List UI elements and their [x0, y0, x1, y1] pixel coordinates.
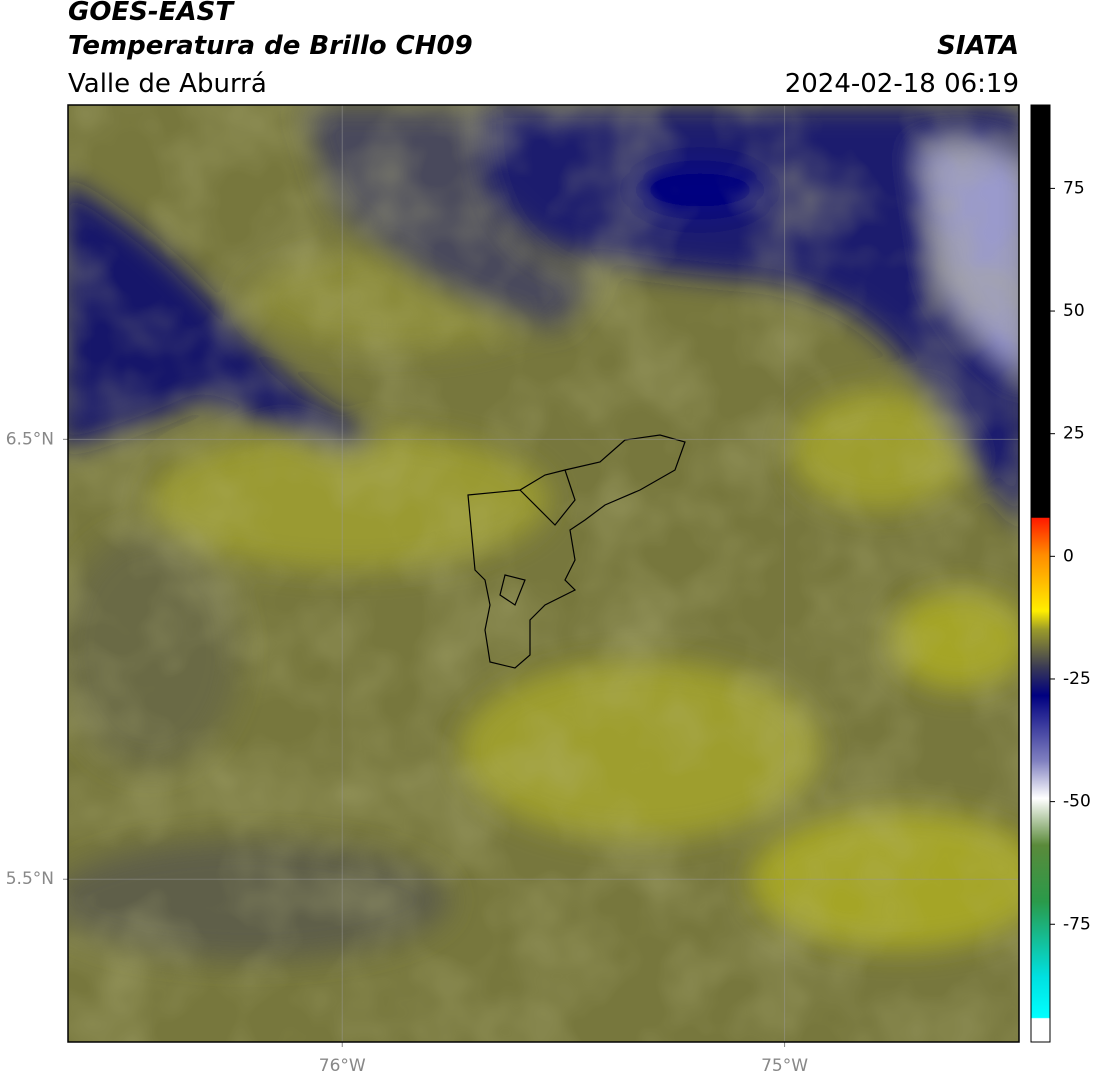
lat-label: 5.5°N: [6, 869, 54, 889]
lon-label: 75°W: [761, 1056, 808, 1076]
lon-label: 76°W: [319, 1056, 366, 1076]
valley-boundary: [467, 434, 686, 669]
title: GOES-EAST: [68, 0, 235, 27]
colorbar-label: 25: [1063, 424, 1085, 444]
map-frame: [67, 104, 1020, 1043]
colorbar-label: -75: [1063, 914, 1091, 934]
subtitle: Temperatura de Brillo CH09: [68, 31, 473, 61]
colorbar-label: 0: [1063, 546, 1074, 566]
lat-label: 6.5°N: [6, 429, 54, 449]
colorbar-label: -25: [1063, 669, 1091, 689]
org: SIATA: [937, 31, 1019, 61]
colorbar-label: -50: [1063, 792, 1091, 812]
region: Valle de Aburrá: [68, 69, 267, 99]
datetime: 2024-02-18 06:19: [785, 69, 1019, 99]
satellite-image: [68, 105, 1019, 1042]
colorbar-label: 75: [1063, 178, 1085, 198]
colorbar-label: 50: [1063, 301, 1085, 321]
colorbar: [1030, 104, 1051, 1043]
